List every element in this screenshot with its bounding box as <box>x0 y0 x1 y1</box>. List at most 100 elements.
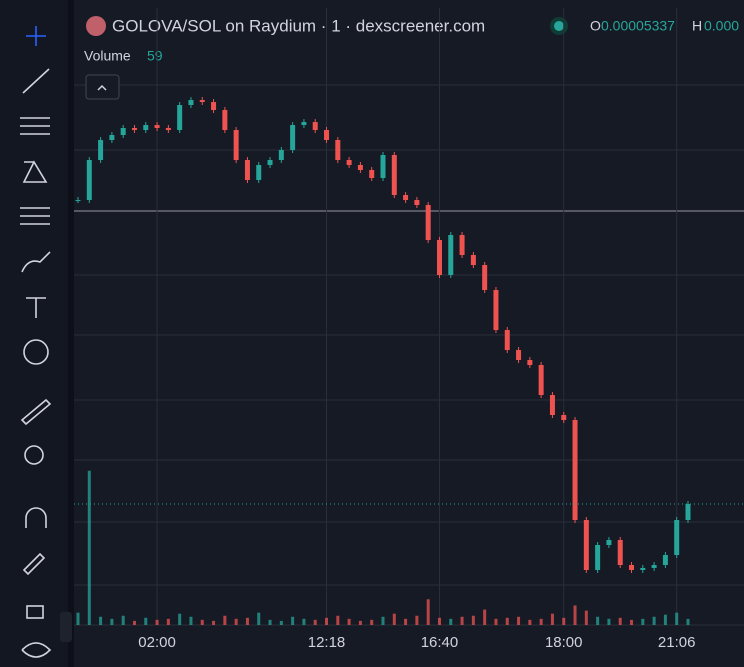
forecast-tool[interactable] <box>20 207 50 225</box>
emoji-tool[interactable] <box>23 339 49 365</box>
status-dot <box>554 21 564 31</box>
candle-body <box>493 290 499 331</box>
volume-bar <box>471 615 475 625</box>
candle-body <box>75 200 81 202</box>
candle-body <box>459 235 465 256</box>
candle-body <box>640 567 646 571</box>
candle-body <box>109 135 115 141</box>
volume-bar <box>630 619 634 625</box>
volume-bar <box>76 612 80 625</box>
volume-bar <box>245 617 249 625</box>
ruler-tool[interactable] <box>20 398 52 426</box>
x-tick-label: 18:00 <box>545 634 583 651</box>
volume-bar <box>325 617 329 625</box>
volume-bar <box>528 619 532 625</box>
separator <box>68 0 74 667</box>
volume-bar <box>584 610 588 625</box>
volume-bar <box>517 616 521 625</box>
volume-bar <box>562 617 566 625</box>
volume-bar <box>573 605 577 625</box>
candle-body <box>595 545 601 571</box>
volume-bar <box>132 620 136 625</box>
volume-bar <box>426 599 430 625</box>
candle-body <box>583 520 589 571</box>
candle-body <box>222 110 228 131</box>
candle-body <box>324 130 330 141</box>
brush-tool[interactable] <box>21 251 51 273</box>
candle-body <box>470 255 476 266</box>
candle-body <box>244 160 250 181</box>
volume-bar <box>483 609 487 625</box>
volume-bar <box>663 614 667 625</box>
candle-body <box>256 165 262 181</box>
candle-body <box>572 420 578 521</box>
volume-bar <box>607 618 611 625</box>
fib-tool[interactable] <box>20 117 50 135</box>
volume-bar <box>392 613 396 625</box>
candle-body <box>165 127 171 131</box>
volume-bar <box>505 617 509 625</box>
volume-bar <box>336 615 340 625</box>
toolbar-icons[interactable] <box>20 26 52 658</box>
volume-bar <box>494 618 498 625</box>
zoom-tool[interactable] <box>24 445 44 465</box>
volume-bar <box>381 616 385 625</box>
candle-body <box>403 195 409 201</box>
toolbar-toggle[interactable] <box>60 612 72 642</box>
candle-body <box>188 100 194 106</box>
volume-bar <box>404 618 408 625</box>
ohlc-label: O <box>590 18 601 34</box>
collapse-icon <box>97 84 107 91</box>
candle-body <box>290 125 296 151</box>
candle-body <box>538 365 544 396</box>
candle-body <box>312 122 318 131</box>
candle-body <box>86 160 92 201</box>
volume-bar <box>686 618 690 625</box>
ohlc-label: H <box>692 18 702 34</box>
candle-body <box>143 125 149 131</box>
volume-bar <box>641 618 645 625</box>
candle-body <box>278 150 284 161</box>
lock-drawing-tool[interactable] <box>22 552 46 576</box>
candle-body <box>380 155 386 178</box>
volume-bar <box>596 616 600 625</box>
volume-bar <box>539 618 543 625</box>
pattern-tool[interactable] <box>22 160 48 183</box>
magnet-tool[interactable] <box>25 507 47 528</box>
crosshair-tool[interactable] <box>26 26 46 46</box>
volume-bar <box>302 618 306 625</box>
lock-tool[interactable] <box>26 605 44 619</box>
volume-bar <box>200 619 204 625</box>
candle-body <box>369 170 375 178</box>
volume-bar <box>675 612 679 625</box>
candle-body <box>199 100 205 103</box>
candle-body <box>482 265 488 291</box>
candle-body <box>211 102 217 111</box>
volume-label: Volume <box>84 48 131 64</box>
volume-bar <box>279 620 283 625</box>
candle-body <box>233 130 239 161</box>
ohlc-value: 0.00005337 <box>601 18 675 34</box>
candle-body <box>301 122 307 126</box>
candle-body <box>685 504 691 521</box>
candle-body <box>527 360 533 366</box>
volume-bar <box>358 620 362 625</box>
candle-body <box>629 565 635 571</box>
candle-body <box>606 540 612 546</box>
volume-bar <box>121 615 125 625</box>
line-tool[interactable] <box>22 68 50 94</box>
candle-body <box>617 540 623 566</box>
candle-body <box>267 160 273 166</box>
volume-bar <box>268 619 272 625</box>
visibility-tool[interactable] <box>21 642 52 658</box>
text-tool[interactable] <box>26 297 46 318</box>
volume-bar <box>257 612 261 625</box>
volume-bar <box>189 616 193 625</box>
volume-bar <box>550 613 554 625</box>
grid <box>74 84 744 586</box>
candle-body <box>414 200 420 206</box>
volume-bar <box>449 618 453 625</box>
volume-bar <box>178 613 182 625</box>
volume-bar <box>110 618 114 625</box>
